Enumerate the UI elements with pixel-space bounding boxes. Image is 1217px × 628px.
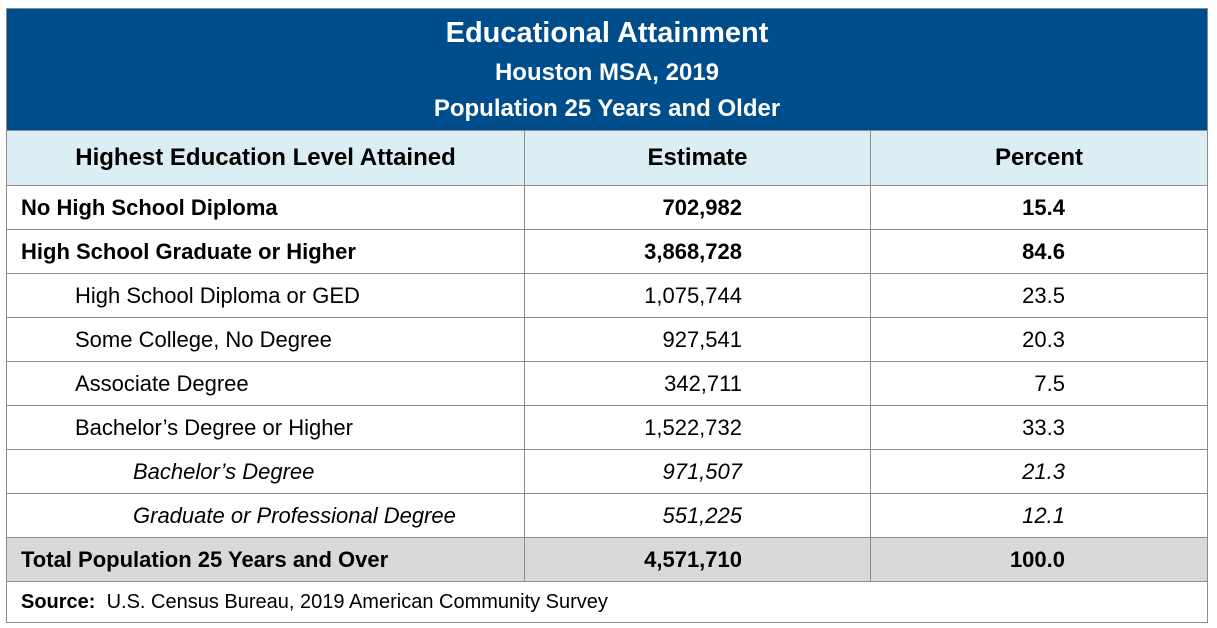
- source-text: U.S. Census Bureau, 2019 American Commun…: [106, 590, 608, 613]
- header-row: Highest Education Level Attained Estimat…: [6, 130, 1208, 186]
- source-row: Source: U.S. Census Bureau, 2019 America…: [6, 581, 1208, 623]
- table-row: Bachelor’s Degree or Higher 1,522,732 33.3: [6, 405, 1208, 450]
- estimate-cell: 702,982: [524, 185, 871, 230]
- estimate-cell: 4,571,710: [524, 537, 871, 582]
- label-cell: Bachelor’s Degree: [6, 449, 525, 494]
- label-cell: No High School Diploma: [6, 185, 525, 230]
- source-label: Source:: [21, 590, 96, 613]
- source: Source: U.S. Census Bureau, 2019 America…: [6, 581, 1208, 623]
- percent-cell: 100.0: [870, 537, 1208, 582]
- table-row: Some College, No Degree 927,541 20.3: [6, 317, 1208, 362]
- column-header: Highest Education Level Attained: [6, 130, 525, 186]
- table-row: Bachelor’s Degree 971,507 21.3: [6, 449, 1208, 494]
- percent-cell: 33.3: [870, 405, 1208, 450]
- table-row: High School Diploma or GED 1,075,744 23.5: [6, 273, 1208, 318]
- percent-cell: 20.3: [870, 317, 1208, 362]
- label-cell: High School Diploma or GED: [6, 273, 525, 318]
- estimate-cell: 342,711: [524, 361, 871, 406]
- percent-cell: 12.1: [870, 493, 1208, 538]
- estimate-cell: 1,522,732: [524, 405, 871, 450]
- table-row: Total Population 25 Years and Over 4,571,…: [6, 537, 1208, 582]
- title: Educational Attainment: [445, 16, 769, 49]
- percent-cell: 23.5: [870, 273, 1208, 318]
- label-cell: High School Graduate or Higher: [6, 229, 525, 274]
- label-cell: Total Population 25 Years and Over: [6, 537, 525, 582]
- column-header: Percent: [870, 130, 1208, 186]
- table-row: No High School Diploma 702,982 15.4: [6, 185, 1208, 230]
- estimate-cell: 927,541: [524, 317, 871, 362]
- percent-cell: 7.5: [870, 361, 1208, 406]
- column-header: Estimate: [524, 130, 871, 186]
- attainment-table: Educational Attainment Houston MSA, 2019…: [6, 8, 1208, 623]
- percent-cell: 21.3: [870, 449, 1208, 494]
- label-cell: Graduate or Professional Degree: [6, 493, 525, 538]
- percent-cell: 15.4: [870, 185, 1208, 230]
- table-row: High School Graduate or Higher 3,868,728 8…: [6, 229, 1208, 274]
- estimate-cell: 1,075,744: [524, 273, 871, 318]
- estimate-cell: 971,507: [524, 449, 871, 494]
- label-cell: Some College, No Degree: [6, 317, 525, 362]
- table-row: Graduate or Professional Degree 551,225 12…: [6, 493, 1208, 538]
- table-row: Associate Degree 342,711 7.5: [6, 361, 1208, 406]
- subtitle: Houston MSA, 2019: [494, 59, 720, 87]
- estimate-cell: 551,225: [524, 493, 871, 538]
- subtitle: Population 25 Years and Older: [433, 95, 781, 123]
- label-cell: Associate Degree: [6, 361, 525, 406]
- title-block: Educational Attainment Houston MSA, 2019…: [6, 8, 1208, 131]
- label-cell: Bachelor’s Degree or Higher: [6, 405, 525, 450]
- estimate-cell: 3,868,728: [524, 229, 871, 274]
- percent-cell: 84.6: [870, 229, 1208, 274]
